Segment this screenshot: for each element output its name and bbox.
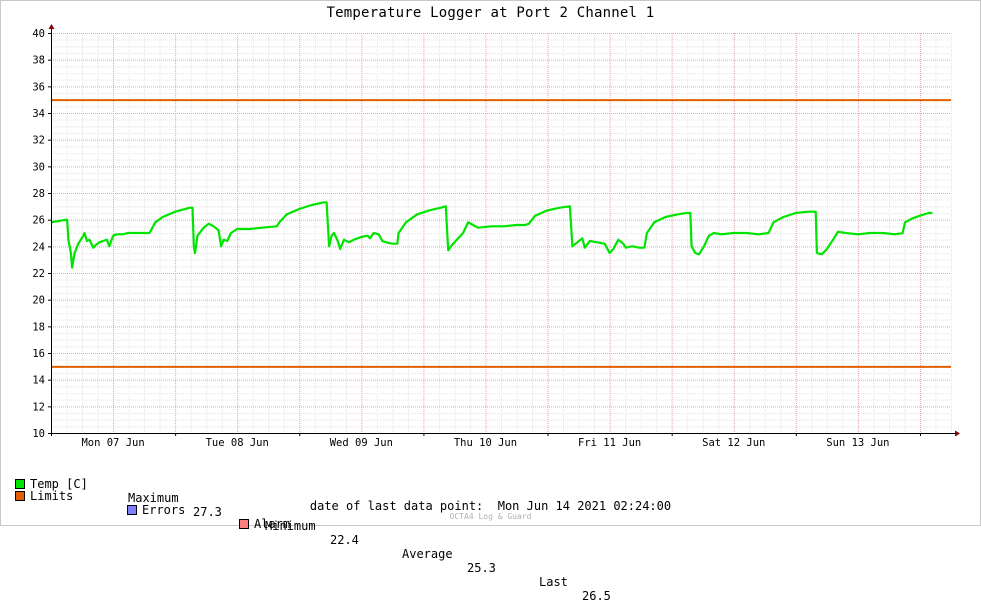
y-tick-label: 10 xyxy=(32,428,45,440)
stat-average-label: Average xyxy=(402,547,453,561)
y-tick-label: 20 xyxy=(32,295,45,307)
legend-errors: Errors xyxy=(127,503,185,517)
y-tick-label: 36 xyxy=(32,81,45,93)
y-tick-label: 28 xyxy=(32,188,45,200)
y-tick-label: 26 xyxy=(32,215,45,227)
x-axis-arrow xyxy=(955,430,960,437)
y-tick-label: 14 xyxy=(32,375,45,387)
legend-limits: Limits xyxy=(15,489,73,503)
stat-last-value: 26.5 xyxy=(582,589,611,603)
x-tick-label: Sat 12 Jun xyxy=(702,437,765,449)
x-tick-label: Fri 11 Jun xyxy=(578,437,641,449)
y-tick-label: 24 xyxy=(32,241,45,253)
y-tick-label: 22 xyxy=(32,268,45,280)
y-tick-label: 38 xyxy=(32,55,45,67)
axes xyxy=(48,24,960,437)
legend-swatch-temp xyxy=(15,479,25,489)
temperature-series xyxy=(50,201,933,269)
stat-maximum-value: 27.3 xyxy=(193,505,222,519)
chart-frame xyxy=(0,0,981,526)
last-data-point-label: date of last data point: xyxy=(309,499,484,513)
last-data-point-value: Mon Jun 14 2021 02:24:00 xyxy=(497,499,672,513)
y-tick-label: 40 xyxy=(32,28,45,40)
stat-minimum-value: 22.4 xyxy=(330,533,359,547)
legend-temp-label: Temp [C] xyxy=(30,477,88,491)
y-axis-arrow xyxy=(48,24,55,29)
stat-last-label: Last xyxy=(539,575,568,589)
legend-swatch-errors xyxy=(127,505,137,515)
chart-title: Temperature Logger at Port 2 Channel 1 xyxy=(326,5,655,21)
x-tick-label: Tue 08 Jun xyxy=(206,437,269,449)
x-tick-label: Mon 07 Jun xyxy=(81,437,144,449)
legend-temp: Temp [C] xyxy=(15,477,88,491)
stat-maximum-label: Maximum xyxy=(128,491,179,505)
y-tick-label: 32 xyxy=(32,135,45,147)
legend-swatch-limits xyxy=(15,491,25,501)
x-tick-label: Wed 09 Jun xyxy=(330,437,393,449)
series-line-temp xyxy=(50,201,933,269)
y-tick-labels: 10 12 14 16 18 20 22 24 26 28 30 32 34 36 38 40 xyxy=(32,28,51,440)
x-tick-labels: Mon 07 Jun Tue 08 Jun Wed 09 Jun Thu 10 Jun… xyxy=(51,433,921,449)
limit-lines xyxy=(51,99,951,368)
y-tick-label: 16 xyxy=(32,348,45,360)
stat-average-value: 25.3 xyxy=(467,561,496,575)
y-tick-label: 34 xyxy=(32,108,45,120)
legend-limits-label: Limits xyxy=(30,489,74,503)
x-tick-label: Thu 10 Jun xyxy=(454,437,517,449)
last-data-point: date of last data point: Mon Jun 14 2021… xyxy=(0,499,981,513)
y-tick-label: 18 xyxy=(32,321,45,333)
plot-area: 10 12 14 16 18 20 22 24 26 28 30 32 34 36 38 40 Mon 07 … xyxy=(32,24,960,449)
y-tick-label: 30 xyxy=(32,161,45,173)
credit-text: OCTA4 Log & Guard xyxy=(449,512,532,521)
x-tick-label: Sun 13 Jun xyxy=(826,437,889,449)
y-tick-label: 12 xyxy=(32,401,45,413)
legend-errors-label: Errors xyxy=(142,503,186,517)
